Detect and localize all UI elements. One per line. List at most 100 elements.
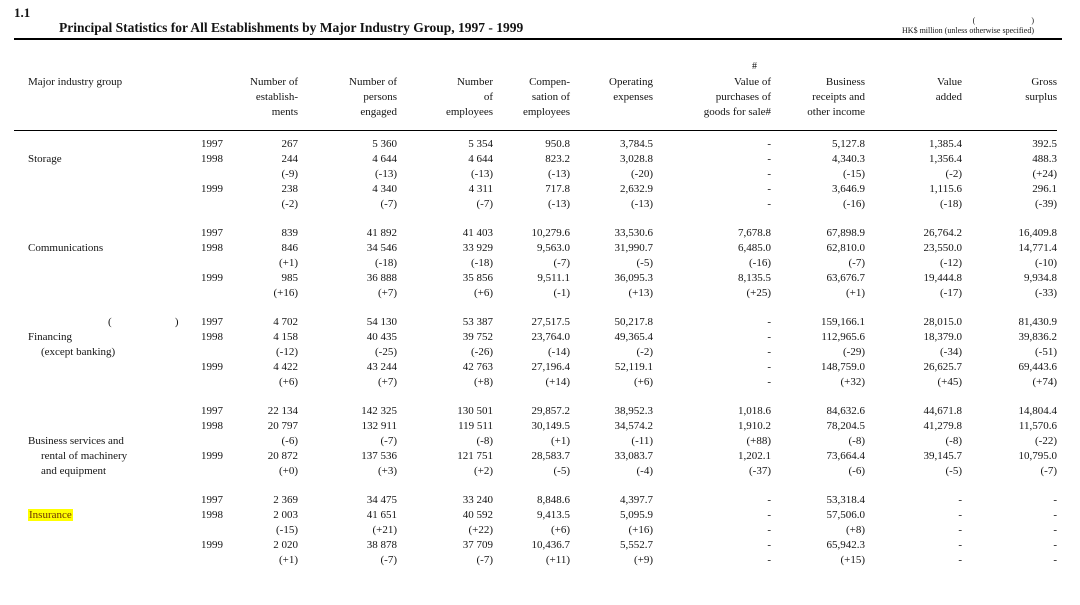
- value-cell: (-11): [631, 435, 654, 447]
- table-row: 1998 846 34 546 33 929 9,563.0 31,990.7 6,485.…: [14, 241, 1057, 256]
- value-cell: (-14): [548, 346, 571, 358]
- column-header: Number of establish-ments: [223, 40, 299, 131]
- value-cell: 717.8: [545, 183, 571, 195]
- column-header-line: Number of: [250, 76, 299, 88]
- value-cell: -: [767, 138, 772, 150]
- value-cell: (-13): [375, 168, 398, 180]
- column-header-line: other income: [807, 106, 866, 118]
- column-header-line: employees: [522, 106, 571, 118]
- value-cell: 81,430.9: [1018, 316, 1058, 328]
- value-cell: 44,671.8: [923, 405, 963, 417]
- value-cell: (+1): [278, 554, 299, 566]
- value-cell: (+11): [545, 554, 571, 566]
- value-cell: -: [767, 153, 772, 165]
- column-header: Compen-sation of employees: [493, 40, 571, 131]
- value-cell: 10,279.6: [531, 227, 571, 239]
- value-cell: 41,279.8: [923, 420, 963, 432]
- value-cell: (+32): [840, 376, 866, 388]
- value-cell: (-37): [749, 465, 772, 477]
- value-cell: -: [767, 346, 772, 358]
- column-header: # Value of purchases of goods for sale#: [653, 40, 772, 131]
- value-cell: 488.3: [1032, 153, 1058, 165]
- value-cell: 4 644: [372, 153, 398, 165]
- value-cell: (+7): [377, 287, 398, 299]
- document-page: 1.1 Principal Statistics for All Establi…: [14, 6, 1062, 569]
- value-cell: 244: [281, 153, 299, 165]
- value-cell: (+15): [840, 554, 866, 566]
- value-cell: -: [767, 494, 772, 506]
- value-cell: (+3): [377, 465, 398, 477]
- table-row: (-12) (-25) (-26) (-14) (-2) - (-29) (-34) (-51): [14, 345, 1057, 360]
- value-cell: 84,632.6: [826, 405, 866, 417]
- column-header-line: goods for sale#: [703, 106, 772, 118]
- value-cell: (-7): [476, 198, 494, 210]
- footnote-hash-mark: #: [752, 61, 758, 72]
- industry-label: Business services and rental of machinery…: [14, 404, 165, 479]
- value-cell: 5,095.9: [620, 509, 654, 521]
- value-cell: 9,413.5: [537, 509, 571, 521]
- value-cell: 6,485.0: [738, 242, 772, 254]
- value-cell: 28,015.0: [923, 316, 963, 328]
- value-cell: -: [767, 183, 772, 195]
- value-cell: (+1): [278, 257, 299, 269]
- year-cell: 1997: [201, 316, 224, 328]
- value-cell: 40 435: [366, 331, 398, 343]
- year-cell: 1997: [201, 405, 224, 417]
- value-cell: 267: [281, 138, 299, 150]
- value-cell: (-7): [553, 257, 571, 269]
- value-cell: (-7): [1040, 465, 1058, 477]
- value-cell: 11,570.6: [1018, 420, 1058, 432]
- value-cell: (+9): [633, 554, 654, 566]
- value-cell: (-2): [945, 168, 963, 180]
- value-cell: 132 911: [361, 420, 398, 432]
- table-row: (-9) (-13) (-13) (-13) (-20) - (-15) (-2) (+24): [14, 167, 1058, 182]
- column-header: Operating expenses: [570, 40, 654, 131]
- value-cell: 67,898.9: [826, 227, 866, 239]
- year-cell: 1998: [201, 242, 224, 254]
- table-row: 1999 2 020 38 878 37 709 10,436.7 5,552.7 - 65,…: [14, 538, 1057, 553]
- value-cell: -: [767, 509, 772, 521]
- value-cell: 8,848.6: [537, 494, 571, 506]
- value-cell: 19,444.8: [923, 272, 963, 284]
- column-header-line: Operating: [609, 76, 654, 88]
- value-cell: (-5): [553, 465, 571, 477]
- year-cell: [165, 464, 223, 479]
- value-cell: (-7): [848, 257, 866, 269]
- value-cell: 39 752: [462, 331, 494, 343]
- industry-label: ( ) Financing (except banking): [14, 315, 179, 390]
- value-cell: 950.8: [545, 138, 571, 150]
- value-cell: 296.1: [1032, 183, 1058, 195]
- value-cell: 34,574.2: [614, 420, 654, 432]
- value-cell: 23,550.0: [923, 242, 963, 254]
- value-cell: 137 536: [361, 450, 398, 462]
- value-cell: 3,646.9: [832, 183, 866, 195]
- value-cell: (+6): [278, 376, 299, 388]
- value-cell: (-8): [945, 435, 963, 447]
- value-cell: (-18): [471, 257, 494, 269]
- industry-label-line: Storage: [28, 153, 62, 165]
- column-header-line: added: [935, 91, 963, 103]
- value-cell: (-2): [636, 346, 654, 358]
- value-cell: -: [1053, 509, 1058, 521]
- value-cell: 4 702: [273, 316, 299, 328]
- value-cell: 3,028.8: [620, 153, 654, 165]
- value-cell: 1,018.6: [738, 405, 772, 417]
- value-cell: (+7): [377, 376, 398, 388]
- value-cell: 10,795.0: [1018, 450, 1058, 462]
- table-row: 1999 985 36 888 35 856 9,511.1 36,095.3 8,135.…: [14, 271, 1057, 286]
- value-cell: 3,784.5: [620, 138, 654, 150]
- value-cell: (-6): [281, 435, 299, 447]
- table-row: 1998 20 797 132 911 119 511 30,149.5 34,574.2…: [14, 419, 1057, 434]
- value-cell: (-4): [636, 465, 654, 477]
- column-header-line: employees: [445, 106, 494, 118]
- column-header-line: ments: [271, 106, 299, 118]
- column-header-line: of: [483, 91, 494, 103]
- value-cell: (-13): [548, 198, 571, 210]
- value-cell: (-15): [843, 168, 866, 180]
- table-row: 1999 20 872 137 536 121 751 28,583.7 33,083.7…: [14, 449, 1057, 464]
- value-cell: 36 888: [366, 272, 398, 284]
- value-cell: 39,836.2: [1018, 331, 1058, 343]
- table-body: Storage 1997 267 5 360 5 354 950.8 3,784.5 - 5,1…: [14, 131, 1057, 569]
- year-cell: [165, 553, 223, 568]
- column-header-line: engaged: [360, 106, 398, 118]
